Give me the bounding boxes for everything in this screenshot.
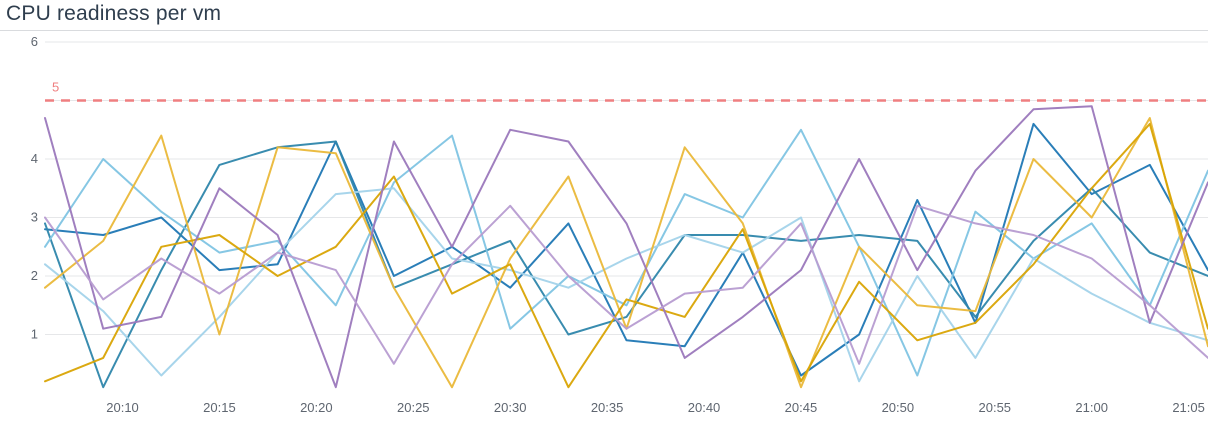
y-tick-label: 6 [31,34,38,49]
series-line-vm-7 [44,105,1208,389]
y-tick-label: 4 [31,151,38,166]
series-line-vm-2 [44,140,1208,389]
panel-title[interactable]: CPU readiness per vm [6,2,222,25]
y-tick-label: 3 [31,210,38,225]
x-tick-label: 20:30 [494,400,527,415]
x-tick-label: 20:25 [397,400,430,415]
x-tick-label: 20:35 [591,400,624,415]
y-tick-label: 1 [31,327,38,342]
x-tick-label: 20:55 [979,400,1012,415]
y-tick-label: 2 [31,268,38,283]
series-line-vm-1 [44,122,1208,377]
x-tick-label: 20:50 [882,400,915,415]
x-tick-label: 20:10 [106,400,139,415]
x-tick-label: 20:40 [688,400,721,415]
x-tick-label: 21:00 [1075,400,1108,415]
x-tick-label: 20:15 [203,400,236,415]
x-tick-label: 20:45 [785,400,818,415]
series-line-vm-6 [44,122,1208,389]
series-line-vm-4 [44,187,1208,383]
series-line-vm-8 [44,204,1208,365]
panel-divider [0,30,1208,31]
threshold-label: 5 [52,80,59,95]
x-tick-label: 21:05 [1172,400,1205,415]
x-tick-label: 20:20 [300,400,333,415]
